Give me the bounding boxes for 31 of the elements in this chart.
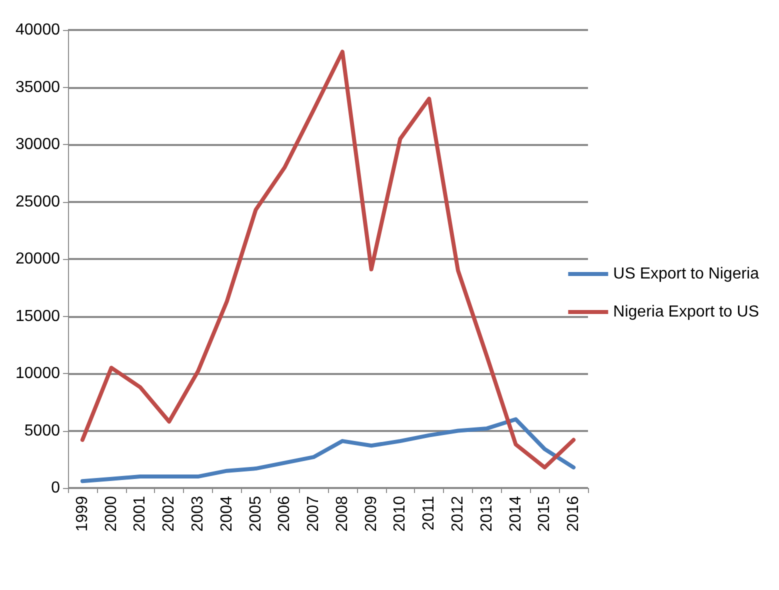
y-tick-label: 15000 <box>16 308 60 325</box>
y-tick-label: 20000 <box>16 250 60 268</box>
y-tick-label: 35000 <box>16 78 60 96</box>
x-tick-label: 2013 <box>478 496 496 532</box>
x-tick-label: 2002 <box>160 496 178 532</box>
line-series <box>80 50 576 470</box>
x-tick-label: 2001 <box>132 496 149 532</box>
x-tick-label: 2016 <box>565 496 582 532</box>
legend-label: Nigeria Export to US <box>613 304 760 320</box>
x-tick-label: 2015 <box>536 496 554 532</box>
y-tick-label: 10000 <box>16 365 60 382</box>
y-tick-label: 0 <box>51 480 60 496</box>
x-tick-label: 2011 <box>420 496 438 530</box>
y-tick-label: 40000 <box>16 22 60 38</box>
x-tick-label: 2008 <box>334 496 351 532</box>
x-tick-label: 2004 <box>218 496 236 532</box>
legend-label: US Export to Nigeria <box>613 266 760 282</box>
x-tick-label: 2000 <box>102 496 120 532</box>
x-tick-label: 2005 <box>247 496 264 532</box>
x-tick-label: 2007 <box>305 496 322 532</box>
x-tick-label: 2003 <box>190 496 206 532</box>
x-tick-label: 2009 <box>362 496 380 532</box>
x-tick-label: 2010 <box>392 496 409 532</box>
line-series <box>80 417 576 484</box>
y-tick-label: 5000 <box>24 422 60 440</box>
y-tick-label: 30000 <box>16 136 60 153</box>
x-tick-label: 2006 <box>276 496 294 532</box>
x-tick-label: 1999 <box>74 496 91 532</box>
x-tick-label: 2014 <box>507 496 524 532</box>
y-tick-label: 25000 <box>16 193 60 210</box>
x-tick-label: 2012 <box>450 496 466 532</box>
